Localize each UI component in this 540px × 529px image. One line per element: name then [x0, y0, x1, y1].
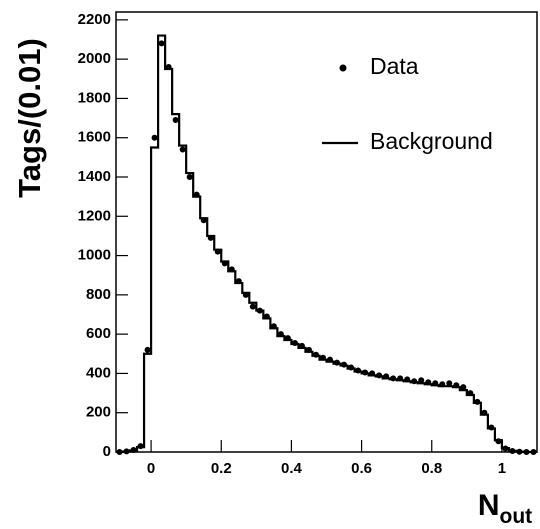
- background-step: [116, 34, 537, 454]
- data-point: [158, 40, 165, 47]
- legend-label: Data: [370, 53, 419, 79]
- x-tick-label: 0: [147, 460, 155, 477]
- y-tick-label: 200: [86, 404, 111, 421]
- data-point: [446, 380, 453, 387]
- legend-label: Background: [370, 128, 493, 154]
- y-tick-label: 600: [86, 325, 111, 342]
- y-axis-title: Tags/(0.01): [12, 38, 47, 198]
- data-point: [172, 117, 179, 124]
- data-point: [460, 384, 467, 391]
- data-point: [144, 346, 151, 353]
- x-axis-title-main: N: [478, 489, 500, 522]
- data-point: [179, 146, 186, 153]
- x-axis-title-sub: out: [500, 505, 533, 528]
- data-point: [151, 134, 158, 141]
- y-tick-label: 0: [103, 443, 111, 460]
- y-tick-label: 1000: [78, 247, 111, 264]
- data-point: [186, 174, 193, 180]
- y-tick-label: 1800: [78, 89, 111, 106]
- x-tick-label: 1: [498, 460, 506, 477]
- x-tick-label: 0.8: [421, 460, 442, 477]
- data-point: [249, 303, 256, 310]
- x-axis-title: Nout: [478, 489, 532, 528]
- y-tick-label: 1600: [78, 129, 111, 146]
- y-tick-label: 2200: [78, 11, 111, 28]
- plot-frame: [115, 11, 538, 453]
- y-tick-label: 2000: [78, 50, 111, 67]
- y-tick-label: 400: [86, 364, 111, 381]
- x-tick-label: 0.4: [281, 460, 303, 477]
- x-tick-label: 0.6: [351, 460, 372, 477]
- legend-marker: [339, 64, 347, 72]
- y-tick-label: 800: [86, 286, 111, 303]
- y-tick-label: 1400: [78, 168, 111, 185]
- y-tick-label: 1200: [78, 207, 111, 224]
- data-point: [418, 377, 425, 384]
- x-tick-label: 0.2: [211, 460, 232, 477]
